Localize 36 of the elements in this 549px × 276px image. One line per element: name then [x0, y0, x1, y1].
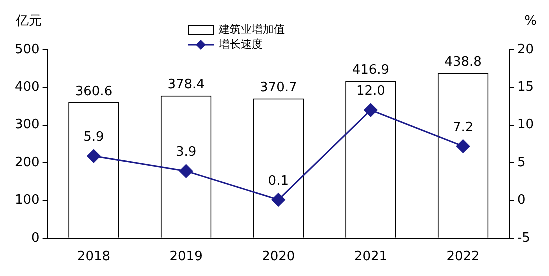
data-label: 360.6 — [75, 84, 113, 100]
data-label: 0.1 — [268, 174, 289, 189]
x-tick-label: 2022 — [446, 250, 480, 265]
y-tick-label: 500 — [14, 42, 40, 58]
data-label: 12.0 — [356, 84, 386, 100]
text: 建筑业增加值 — [219, 22, 285, 37]
x-tick-label: 2021 — [354, 250, 388, 265]
y2-tick-label: 5 — [517, 155, 526, 170]
data-label: 5.9 — [84, 130, 104, 146]
legend-label: 增长速度 — [219, 37, 263, 52]
data-label: 7.2 — [452, 120, 474, 136]
data-label: 378.4 — [168, 78, 205, 93]
y-tick-label: 200 — [14, 155, 40, 170]
y-tick-label: 0 — [32, 230, 40, 246]
x-tick-label: 2019 — [170, 250, 203, 265]
y-axis-title: 亿元 — [15, 14, 42, 29]
point — [180, 164, 194, 178]
y2-tick-label: 20 — [517, 42, 534, 58]
data-label: 416.9 — [352, 63, 390, 78]
y2-axis-title: % — [524, 14, 537, 29]
data-label: 3.9 — [176, 145, 197, 160]
y2-tick-label: 0 — [517, 193, 526, 208]
y-tick-label: 300 — [14, 118, 40, 133]
y-tick-label: 100 — [14, 193, 40, 208]
y2-tick-label: 10 — [517, 118, 534, 133]
y2-tick-label: 15 — [517, 80, 534, 96]
point — [456, 140, 470, 154]
data-label: 438.8 — [444, 54, 482, 70]
data-label: 370.7 — [260, 80, 298, 96]
point — [87, 150, 101, 164]
x-tick-label: 2020 — [262, 250, 296, 265]
y2-tick-label: -5 — [517, 230, 530, 246]
y-tick-label: 400 — [14, 80, 40, 96]
x-tick-label: 2018 — [77, 250, 111, 265]
point — [364, 104, 378, 118]
point — [272, 193, 286, 207]
